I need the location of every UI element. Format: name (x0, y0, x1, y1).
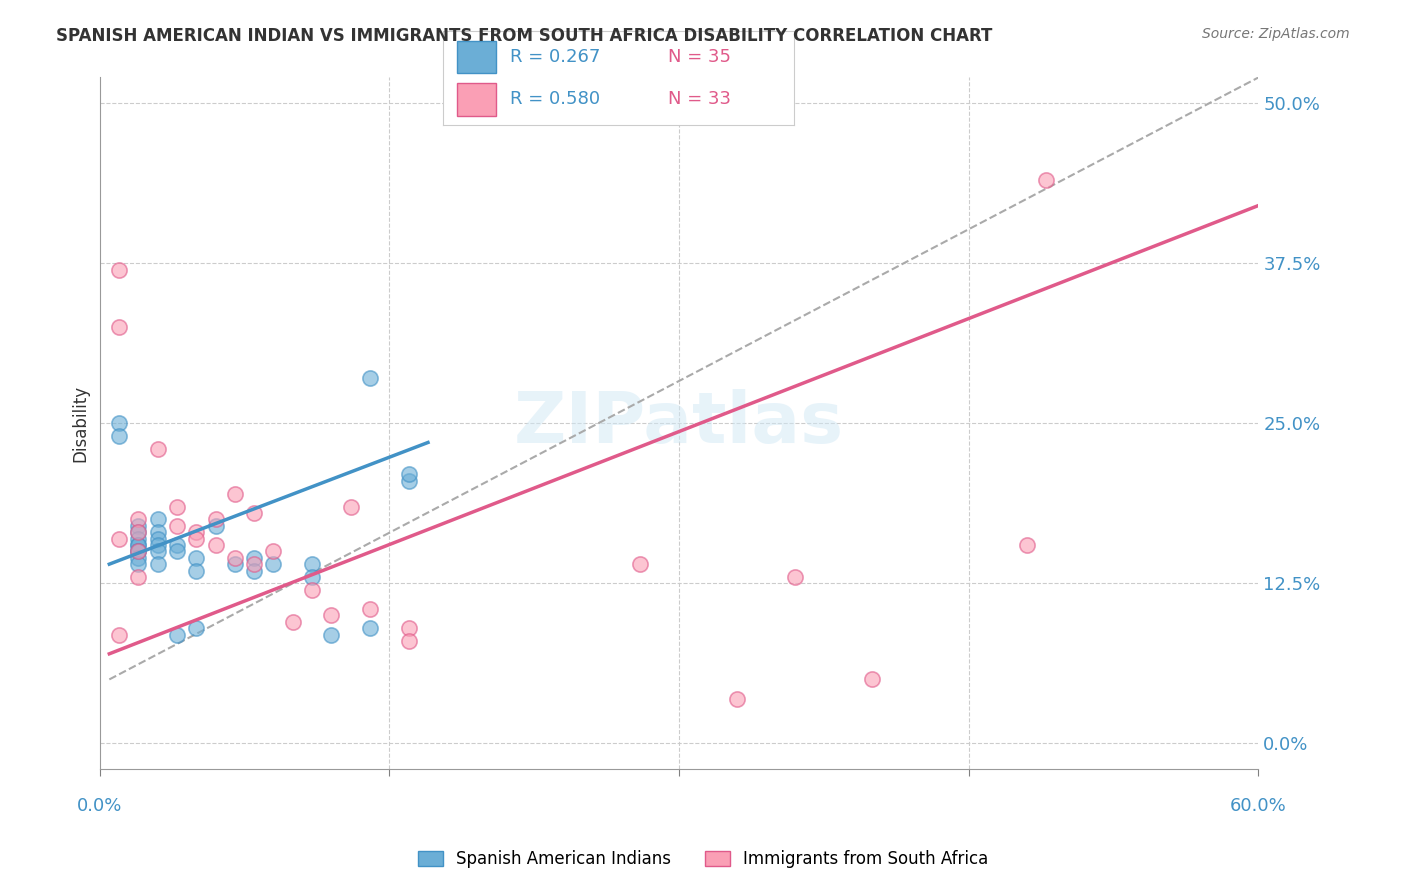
Point (243, 557, 266, 571)
Point (359, 602, 381, 616)
Point (263, 544, 285, 558)
Point (127, 550, 149, 565)
Point (243, 506, 266, 520)
Point (108, 627, 131, 641)
Point (204, 512, 226, 526)
Point (186, 564, 208, 578)
Point (301, 582, 323, 597)
Point (127, 532, 149, 546)
Point (166, 518, 188, 533)
Point (398, 621, 420, 635)
FancyBboxPatch shape (457, 40, 495, 73)
Point (204, 538, 226, 552)
Point (127, 525, 149, 540)
Point (166, 538, 188, 552)
Point (127, 544, 149, 558)
Point (146, 544, 169, 558)
Point (224, 550, 246, 565)
Text: N = 35: N = 35 (668, 48, 731, 66)
Point (359, 371, 381, 385)
Point (783, 570, 806, 584)
Point (146, 538, 169, 552)
Point (127, 538, 149, 552)
Legend: Spanish American Indians, Immigrants from South Africa: Spanish American Indians, Immigrants fro… (411, 844, 995, 875)
Point (725, 691, 748, 706)
Point (860, 673, 883, 687)
Text: SPANISH AMERICAN INDIAN VS IMMIGRANTS FROM SOUTH AFRICA DISABILITY CORRELATION C: SPANISH AMERICAN INDIAN VS IMMIGRANTS FR… (56, 27, 993, 45)
Text: N = 33: N = 33 (668, 90, 731, 108)
Text: 60.0%: 60.0% (1230, 797, 1286, 814)
Point (224, 557, 246, 571)
Point (108, 262, 131, 277)
Point (321, 627, 343, 641)
Point (359, 621, 381, 635)
Point (398, 634, 420, 648)
Point (243, 564, 266, 578)
Point (127, 557, 149, 571)
Point (301, 557, 323, 571)
Point (146, 525, 169, 540)
Point (127, 518, 149, 533)
Point (108, 429, 131, 443)
Point (263, 557, 285, 571)
Point (146, 442, 169, 456)
Point (127, 525, 149, 540)
Text: ZIPatlas: ZIPatlas (515, 389, 844, 458)
Text: Source: ZipAtlas.com: Source: ZipAtlas.com (1202, 27, 1350, 41)
Point (186, 525, 208, 540)
Point (146, 557, 169, 571)
Text: R = 0.267: R = 0.267 (509, 48, 600, 66)
Point (108, 532, 131, 546)
Point (398, 474, 420, 488)
Point (108, 417, 131, 431)
Text: R = 0.580: R = 0.580 (509, 90, 600, 108)
Point (224, 486, 246, 500)
Point (146, 512, 169, 526)
Point (1015, 538, 1038, 552)
Point (127, 538, 149, 552)
Point (321, 608, 343, 623)
Point (186, 532, 208, 546)
Point (127, 512, 149, 526)
Point (1035, 173, 1057, 187)
Point (146, 532, 169, 546)
Point (204, 518, 226, 533)
Point (339, 500, 361, 514)
Point (166, 500, 188, 514)
Point (301, 570, 323, 584)
Point (243, 550, 266, 565)
Point (166, 627, 188, 641)
Point (127, 570, 149, 584)
Point (398, 467, 420, 482)
Text: 0.0%: 0.0% (77, 797, 122, 814)
Y-axis label: Disability: Disability (72, 384, 89, 462)
Point (186, 550, 208, 565)
Point (108, 320, 131, 334)
FancyBboxPatch shape (457, 83, 495, 116)
Point (127, 544, 149, 558)
Point (127, 544, 149, 558)
Point (166, 544, 188, 558)
Point (630, 557, 652, 571)
Point (281, 615, 304, 629)
Point (186, 621, 208, 635)
